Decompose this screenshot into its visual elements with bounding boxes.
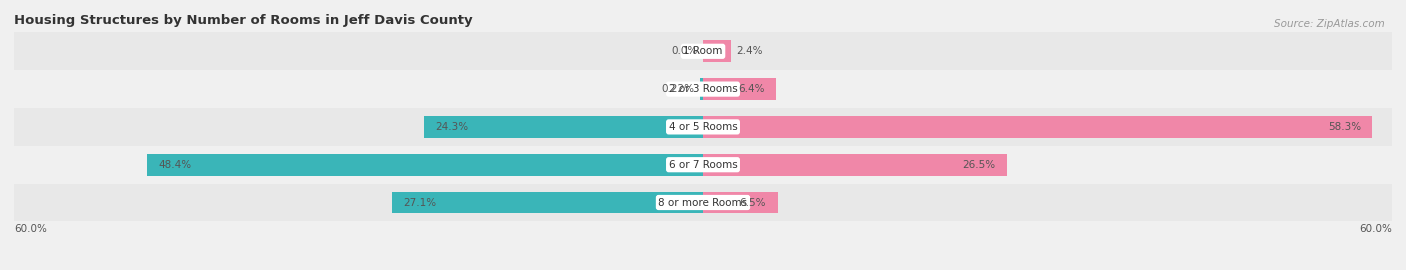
Text: Housing Structures by Number of Rooms in Jeff Davis County: Housing Structures by Number of Rooms in… xyxy=(14,14,472,27)
Bar xyxy=(14,108,1392,146)
Text: 8 or more Rooms: 8 or more Rooms xyxy=(658,197,748,208)
Bar xyxy=(703,154,1007,176)
Bar xyxy=(14,32,1392,70)
Text: 60.0%: 60.0% xyxy=(14,224,46,234)
Text: 0.22%: 0.22% xyxy=(662,84,695,94)
Text: 2.4%: 2.4% xyxy=(737,46,763,56)
Text: 2 or 3 Rooms: 2 or 3 Rooms xyxy=(669,84,737,94)
Bar xyxy=(14,146,1392,184)
Bar xyxy=(14,70,1392,108)
Text: 27.1%: 27.1% xyxy=(404,197,436,208)
Text: 48.4%: 48.4% xyxy=(159,160,191,170)
Text: 6 or 7 Rooms: 6 or 7 Rooms xyxy=(669,160,737,170)
Bar xyxy=(700,78,703,100)
Bar xyxy=(703,116,1372,138)
Bar xyxy=(14,184,1392,221)
Text: 60.0%: 60.0% xyxy=(1360,224,1392,234)
Bar xyxy=(392,191,703,214)
Bar xyxy=(703,191,778,214)
Text: 0.0%: 0.0% xyxy=(671,46,697,56)
Bar xyxy=(703,40,731,62)
Text: 58.3%: 58.3% xyxy=(1327,122,1361,132)
Text: 4 or 5 Rooms: 4 or 5 Rooms xyxy=(669,122,737,132)
Text: 6.4%: 6.4% xyxy=(738,84,765,94)
Bar xyxy=(703,78,776,100)
Text: 1 Room: 1 Room xyxy=(683,46,723,56)
Bar xyxy=(148,154,703,176)
Text: 24.3%: 24.3% xyxy=(436,122,468,132)
Text: 26.5%: 26.5% xyxy=(963,160,995,170)
Text: Source: ZipAtlas.com: Source: ZipAtlas.com xyxy=(1274,19,1385,29)
Text: 6.5%: 6.5% xyxy=(740,197,766,208)
Bar xyxy=(425,116,703,138)
